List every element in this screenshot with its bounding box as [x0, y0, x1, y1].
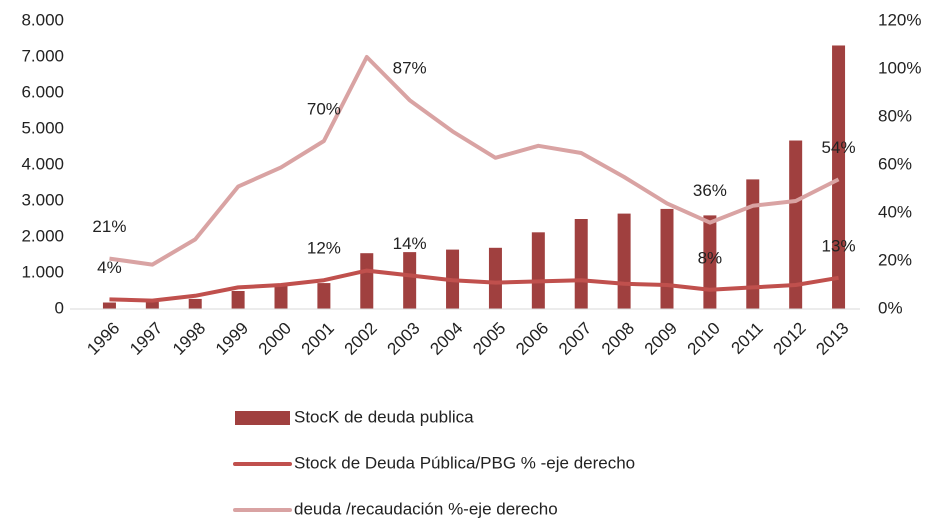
legend-swatch — [235, 411, 290, 425]
data-label: 8% — [698, 248, 723, 267]
x-tick-label: 1997 — [126, 319, 166, 359]
y-tick-label: 7.000 — [21, 46, 64, 65]
x-tick-label: 2000 — [255, 319, 295, 359]
x-tick-label: 2013 — [812, 319, 852, 359]
bar — [703, 215, 717, 309]
legend-label: Stock de Deuda Pública/PBG % -eje derech… — [294, 453, 635, 472]
bar — [746, 179, 760, 309]
legend-label: StocK de deuda publica — [294, 407, 474, 426]
bar — [531, 232, 545, 309]
bar — [660, 208, 674, 309]
legend: StocK de deuda publica Stock de Deuda Púb… — [233, 407, 635, 518]
data-label: 4% — [97, 258, 122, 277]
data-label: 12% — [307, 239, 341, 258]
data-label: 14% — [393, 234, 427, 253]
bar — [188, 298, 202, 309]
data-label: 13% — [822, 236, 856, 255]
y2-tick-label: 120% — [878, 10, 921, 29]
x-tick-label: 2011 — [727, 319, 766, 358]
y-tick-label: 6.000 — [21, 82, 64, 101]
x-tick-label: 2001 — [298, 319, 338, 359]
x-tick-label: 2008 — [598, 319, 638, 359]
bar — [231, 291, 245, 309]
y-tick-label: 0 — [55, 298, 64, 317]
x-tick-label: 2005 — [469, 319, 509, 359]
x-tick-label: 1999 — [212, 319, 252, 359]
y-tick-label: 8.000 — [21, 10, 64, 29]
bar — [317, 283, 331, 309]
line — [109, 268, 839, 303]
y2-tick-label: 0% — [878, 298, 903, 317]
y2-tick-label: 60% — [878, 154, 912, 173]
bar — [574, 219, 588, 309]
data-label: 36% — [693, 181, 727, 200]
y2-tick-label: 100% — [878, 58, 921, 77]
data-label: 21% — [92, 217, 126, 236]
line — [109, 55, 840, 267]
bar — [274, 285, 288, 309]
x-tick-label: 1996 — [83, 319, 123, 359]
bar — [488, 247, 502, 309]
x-tick-label: 2012 — [769, 319, 809, 359]
x-tick-label: 2006 — [512, 319, 552, 359]
x-tick-label: 2010 — [684, 319, 724, 359]
y-tick-label: 1.000 — [21, 262, 64, 281]
y-tick-label: 5.000 — [21, 118, 64, 137]
x-tick-label: 1998 — [169, 319, 209, 359]
y2-tick-label: 80% — [878, 106, 912, 125]
data-label: 70% — [307, 99, 341, 118]
bar — [832, 45, 846, 309]
y-tick-label: 4.000 — [21, 154, 64, 173]
x-tick-label: 2002 — [341, 319, 381, 359]
x-tick-label: 2007 — [555, 319, 595, 359]
data-label: 87% — [393, 59, 427, 78]
bar — [102, 302, 116, 309]
bar — [617, 213, 631, 309]
y-tick-label: 3.000 — [21, 190, 64, 209]
x-tick-label: 2003 — [383, 319, 423, 359]
legend-label: deuda /recaudación %-eje derecho — [294, 499, 558, 518]
y2-tick-label: 40% — [878, 202, 912, 221]
bar — [403, 252, 417, 309]
bar — [145, 301, 159, 309]
data-label: 54% — [822, 138, 856, 157]
y2-tick-label: 20% — [878, 250, 912, 269]
y-tick-label: 2.000 — [21, 226, 64, 245]
x-tick-label: 2004 — [426, 319, 466, 359]
bar — [360, 253, 374, 309]
x-tick-label: 2009 — [641, 319, 681, 359]
bar — [789, 140, 803, 309]
